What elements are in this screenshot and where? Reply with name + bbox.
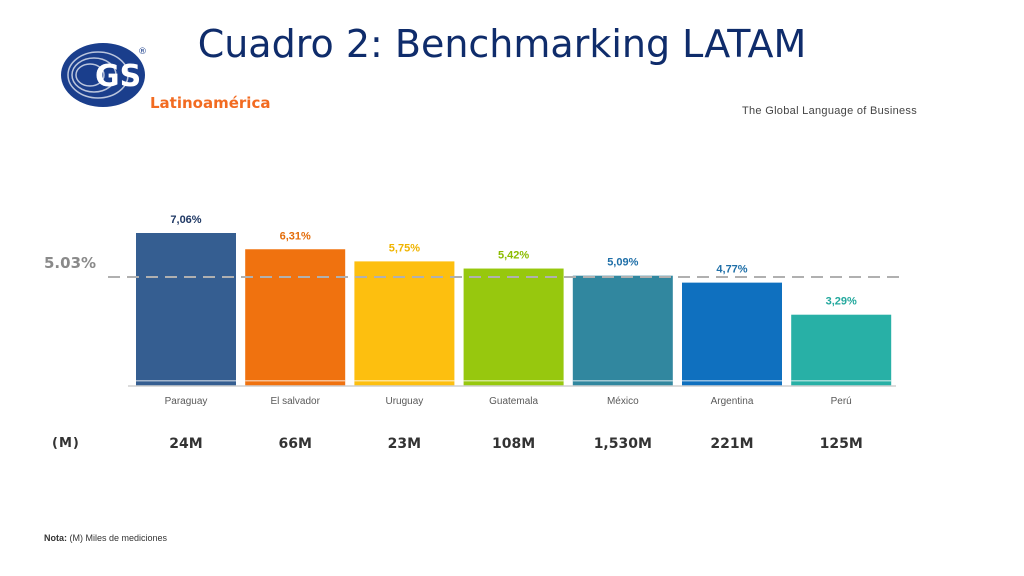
measurement-value: 125M [819,436,863,452]
bar-baseline-strip [682,380,782,382]
average-line-label: 5.03% [44,254,97,272]
data-label: 6,31% [280,230,311,242]
category-label: Paraguay [165,396,208,407]
bar-baseline-strip [136,380,236,382]
bar-baseline-strip [572,380,673,382]
logo-subtitle: Latinoamérica [150,94,271,112]
measurement-value: 221M [710,436,754,452]
bar-baseline-strip [463,380,564,382]
measurement-value: 23M [387,436,422,452]
measurement-value: 66M [278,436,312,452]
bar-perú [791,314,892,386]
tagline: The Global Language of Business [742,105,918,117]
measurement-value: 24M [169,436,203,452]
logo-registered-mark: ® [138,47,147,57]
bar-baseline-strip [354,380,455,382]
category-label: El salvador [270,396,320,407]
measurements-row: 24M 66M 23M 108M 1,530M 221M 125M [0,434,1024,456]
footnote-text: (M) Miles de mediciones [67,533,168,543]
bar-méxico [572,275,673,386]
page-title: Cuadro 2: Benchmarking LATAM [197,22,807,66]
bar-guatemala [463,268,564,386]
bar-uruguay [354,261,455,386]
category-label: Uruguay [385,396,423,407]
data-label: 3,29% [826,296,857,308]
category-label: Perú [831,396,852,407]
data-label: 5,09% [607,257,638,269]
gs1-logo: GS1 ® [58,42,288,117]
measurements-header: (M) [52,436,80,451]
measurement-value: 1,530M [593,436,652,452]
bar-el-salvador [245,249,346,386]
bar-argentina [682,282,782,386]
data-label: 7,06% [170,214,201,226]
measurement-value: 108M [492,436,536,452]
logo-text: GS1 [95,59,162,94]
footnote-label: Nota: [44,533,67,543]
bar-baseline-strip [791,380,892,382]
data-label: 4,77% [716,264,747,276]
data-label: 5,75% [389,242,420,254]
category-label: Argentina [711,396,754,407]
category-label: México [607,396,639,407]
data-label: 5,42% [498,250,529,262]
footnote: Nota: (M) Miles de mediciones [44,533,167,543]
bar-baseline-strip [245,380,346,382]
category-label: Guatemala [489,396,538,407]
bar-paraguay [136,233,236,386]
